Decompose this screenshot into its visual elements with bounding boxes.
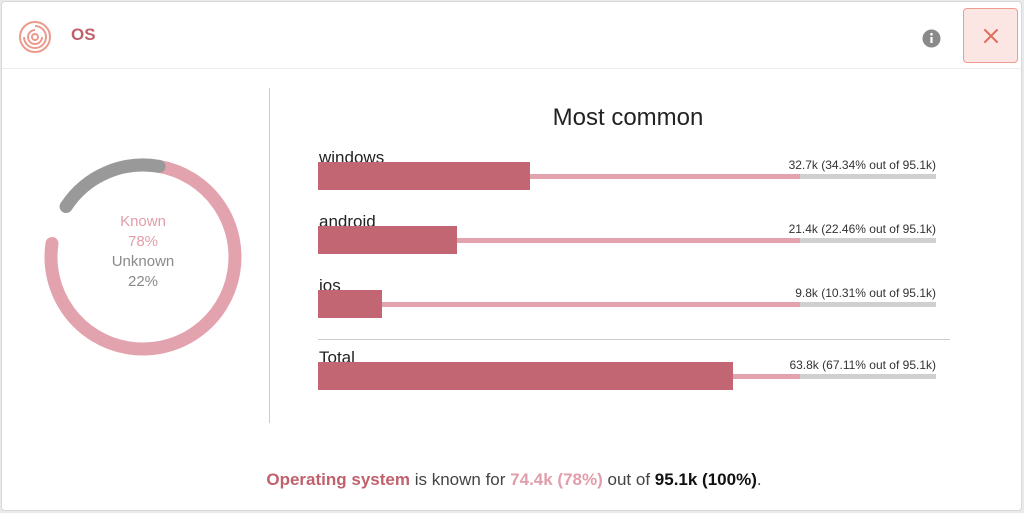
donut-labels: Known 78% Unknown 22% (38, 212, 248, 292)
summary-end: . (756, 470, 762, 489)
summary-text-2: out of (607, 470, 651, 489)
track-known (318, 302, 800, 307)
summary-sentence: Operating system is known for 74.4k (78%… (2, 470, 1024, 490)
summary-field: Operating system (266, 470, 410, 489)
bar (318, 226, 457, 254)
track-known (318, 238, 800, 243)
bar (318, 162, 530, 190)
known-percent: 78% (127, 233, 159, 250)
summary-text-1: is known for (414, 470, 506, 489)
known-label: Known (120, 213, 166, 230)
bar (318, 290, 382, 318)
row-value: 9.8k (10.31% out of 95.1k) (795, 286, 936, 300)
unknown-label: Unknown (111, 253, 175, 270)
horizontal-divider (318, 339, 950, 340)
row-windows: windows 32.7k (34.34% out of 95.1k) (318, 148, 936, 192)
summary-known: 74.4k (78%) (510, 470, 603, 489)
close-button[interactable] (963, 8, 1018, 63)
summary-total: 95.1k (100%) (654, 470, 757, 489)
track-known (318, 174, 800, 179)
row-value: 32.7k (34.34% out of 95.1k) (788, 158, 936, 172)
info-icon[interactable] (922, 29, 941, 48)
dialog-title: OS (71, 25, 96, 44)
donut-unknown-segment (44, 158, 242, 356)
row-ios: ios 9.8k (10.31% out of 95.1k) (318, 276, 936, 320)
row-value: 21.4k (22.46% out of 95.1k) (788, 222, 936, 236)
known-unknown-donut (44, 158, 242, 356)
unknown-percent: 22% (127, 273, 159, 290)
logo-icon (19, 21, 51, 53)
bar (318, 362, 733, 390)
row-android: android 21.4k (22.46% out of 95.1k) (318, 212, 936, 256)
dialog-header: OS (2, 2, 1021, 69)
most-common-title: Most common (552, 104, 704, 131)
row-value: 63.8k (67.11% out of 95.1k) (789, 358, 936, 372)
close-icon (983, 28, 998, 43)
row-total: Total 63.8k (67.11% out of 95.1k) (318, 348, 936, 392)
vertical-divider (269, 88, 270, 423)
